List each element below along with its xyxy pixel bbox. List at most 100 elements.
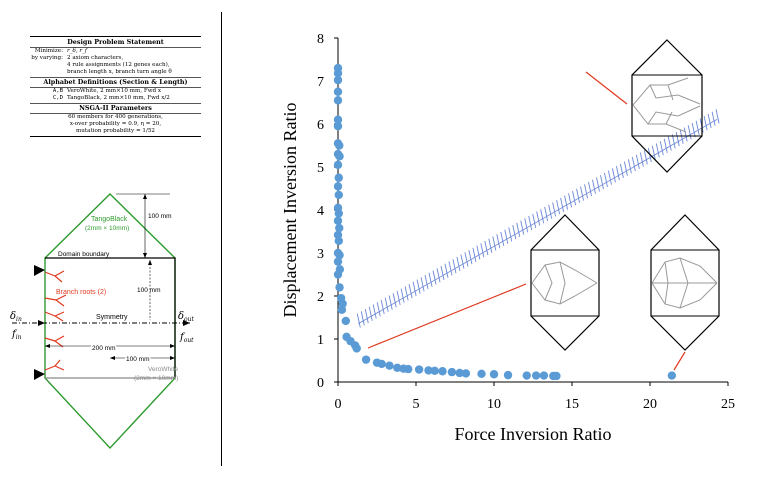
data-point [333,216,343,225]
design-problem-heading: Design Problem Statement [67,38,164,46]
dim-100-top-label: 100 mm [148,213,171,220]
tangoblack-hexagon [44,193,176,450]
hatch-mark [655,143,660,158]
top-input-arrow [34,265,45,276]
x-tick-label: 10 [487,397,501,412]
data-point [333,121,343,131]
hatch-mark [711,111,716,126]
y-tick-label: 8 [317,32,324,47]
hatch-mark [476,245,481,260]
hatch-mark [536,211,541,226]
hatch-mark [715,109,720,124]
hatch-mark [508,227,513,242]
hatch-mark [436,268,441,283]
dim-100-bottom-label: 100 mm [126,356,149,363]
inset-structure-top [631,39,703,173]
hatch-mark [440,265,445,281]
hatch-mark [464,252,469,267]
data-point [522,371,531,380]
nsga-line-1: 60 members for 400 generations, [68,113,163,120]
hatch-mark [520,220,525,235]
data-point [361,355,371,364]
alphabet-row-ab: A,B VeroWhite, 2 mm×10 mm, Fwd x [30,88,201,95]
hatch-mark [572,191,577,206]
hatch-mark [667,136,672,151]
panel-divider [221,12,222,466]
data-point [333,96,343,105]
data-point [334,190,343,200]
hatch-mark [552,202,557,217]
hatch-mark [356,313,361,328]
data-point [438,367,447,376]
hatch-mark [468,250,473,265]
data-point [531,371,541,380]
hatch-mark [675,132,680,147]
hatch-mark [540,209,545,224]
hatch-mark [707,113,712,129]
table-rule [30,47,201,48]
left-panel: Design Problem Statement Minimize: r_δ, … [0,0,215,480]
hatch-mark [400,288,405,303]
hatch-mark [500,231,505,247]
data-point [539,371,549,380]
table-top-rule [30,36,201,37]
alphabet-row-cd: C,D TangoBlack, 2 mm×10 mm, Fwd x/2 [30,95,201,102]
table-bottom-rule [30,135,201,137]
data-point [424,366,433,375]
hatch-mark [619,163,624,178]
hatch-mark [576,188,580,203]
dim-200-label: 200 mm [92,345,115,352]
hatch-mark [691,122,696,138]
varying-value-1: 2 axiom characters, [67,54,124,61]
hatch-mark [643,150,648,165]
callout-line-middle [367,283,527,349]
hatch-mark [420,277,425,292]
hatch-mark [424,274,429,290]
hatch-mark [528,215,533,231]
data-point [333,270,343,279]
tangoblack-label: TangoBlack [91,216,128,223]
hatch-band [356,109,720,328]
hatch-mark [548,204,553,219]
alphabet-key-cd: C,D [52,94,63,101]
hatch-mark [659,141,664,156]
data-point [334,209,343,218]
data-point [455,368,464,378]
hatch-mark [516,222,521,237]
hatch-mark [560,197,565,213]
hatch-mark [460,254,465,269]
alphabet-heading: Alphabet Definitions (Section & Length) [43,78,188,87]
hatch-mark [600,175,604,190]
hatch-mark [360,311,365,326]
hatch-mark [444,263,449,278]
hatch-mark [416,279,421,294]
hatch-mark [580,186,584,201]
hatch-mark [472,247,477,262]
hatch-mark [492,236,497,251]
hatch-mark [627,159,632,174]
data-point [335,250,344,260]
design-domain-schematic: 100 mm TangoBlack (2mm × 10mm) Domain bo… [10,193,195,450]
hatch-mark [703,116,708,131]
axis-ticks: 0 5 10 15 20 25 0 1 2 3 4 5 6 7 8 [317,32,735,412]
y-tick-label: 0 [317,376,324,391]
branch-roots [44,270,67,371]
y-tick-label: 3 [317,247,324,262]
data-point [341,316,350,326]
hatch-mark [484,240,489,256]
data-point [333,87,343,96]
hatch-mark [564,195,569,210]
varying-row-3: branch length x, branch turn angle θ [30,69,201,76]
hatch-mark [496,234,501,249]
nsga-heading: NSGA-II Parameters [79,104,152,113]
hatch-mark [372,304,377,319]
data-point [447,367,457,377]
hatch-mark [392,293,397,308]
hatch-mark [695,120,700,135]
data-point [667,371,677,380]
hatch-mark [623,161,628,176]
y-tick-label: 1 [317,333,324,348]
data-point [333,69,343,78]
hatch-mark [639,152,644,167]
data-point [333,75,343,85]
